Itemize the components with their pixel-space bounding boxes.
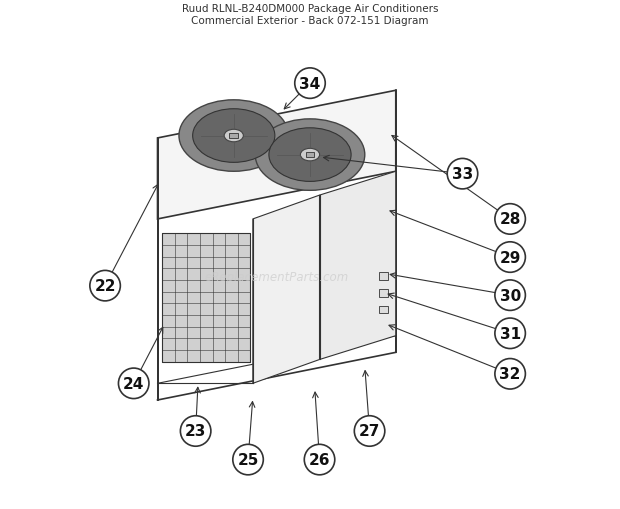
Polygon shape [157,91,396,219]
Circle shape [354,416,385,446]
Text: 22: 22 [94,278,116,294]
Bar [379,273,388,280]
Text: 31: 31 [500,326,521,341]
Polygon shape [306,152,314,158]
Polygon shape [229,133,238,139]
Ellipse shape [269,129,351,182]
Polygon shape [162,234,250,362]
Text: 28: 28 [500,212,521,227]
Circle shape [495,359,525,389]
Text: 33: 33 [452,167,473,182]
Text: 30: 30 [500,288,521,303]
Circle shape [304,444,335,475]
Text: 23: 23 [185,423,206,439]
Circle shape [447,159,478,189]
Bar [379,306,388,314]
Polygon shape [319,172,396,360]
Circle shape [90,271,120,301]
Ellipse shape [224,130,243,143]
Circle shape [118,369,149,399]
Text: eReplacementParts.com: eReplacementParts.com [205,270,349,283]
Circle shape [495,280,525,311]
Circle shape [180,416,211,446]
Circle shape [495,319,525,349]
Text: 34: 34 [299,76,321,92]
Title: Ruud RLNL-B240DM000 Package Air Conditioners
Commercial Exterior - Back 072-151 : Ruud RLNL-B240DM000 Package Air Conditio… [182,4,438,26]
Text: 29: 29 [500,250,521,265]
Text: 27: 27 [359,423,380,439]
Ellipse shape [193,109,275,163]
Circle shape [232,444,264,475]
Text: 26: 26 [309,452,330,467]
Circle shape [495,242,525,273]
Ellipse shape [255,120,365,191]
Circle shape [294,69,326,99]
Ellipse shape [301,149,319,161]
Polygon shape [253,196,319,384]
Text: 32: 32 [500,366,521,382]
Circle shape [495,204,525,235]
Text: 25: 25 [237,452,259,467]
Bar [379,290,388,297]
Text: 24: 24 [123,376,144,391]
Ellipse shape [179,101,288,172]
